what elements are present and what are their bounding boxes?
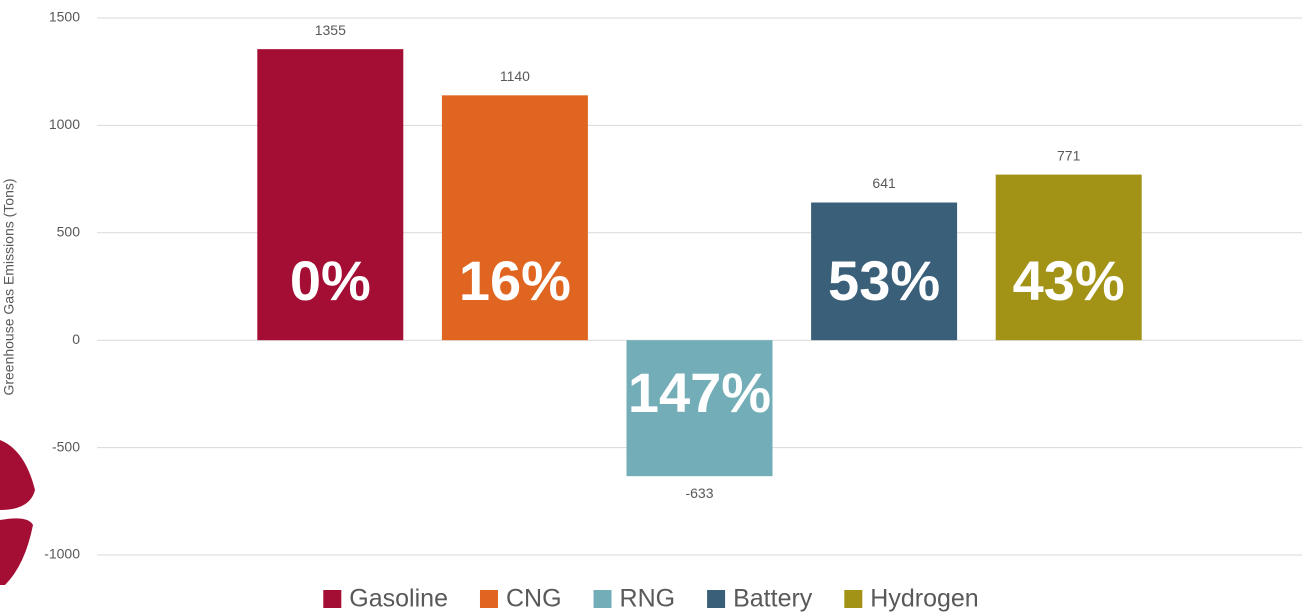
decoration <box>0 440 35 585</box>
y-tick-label: 1000 <box>49 116 80 132</box>
legend-swatch <box>323 590 342 608</box>
legend-swatch <box>707 590 726 608</box>
bar <box>995 174 1142 341</box>
legend-swatch <box>593 590 612 608</box>
y-axis-title: Greenhouse Gas Emissions (Tons) <box>1 178 17 395</box>
annotation: 16% <box>459 249 571 312</box>
data-label: 641 <box>872 175 896 191</box>
bar <box>257 49 404 341</box>
bar <box>626 340 773 477</box>
legend-label: Hydrogen <box>870 585 978 613</box>
y-tick-label: 500 <box>57 224 81 240</box>
data-label: -633 <box>685 485 713 501</box>
annotation: 43% <box>1013 249 1125 312</box>
y-tick-label: -500 <box>52 438 80 454</box>
bar <box>811 202 958 341</box>
legend-label: RNG <box>620 585 676 613</box>
legend-label: Battery <box>733 585 813 613</box>
legend-swatch <box>844 590 863 608</box>
legend-label: Gasoline <box>349 585 448 613</box>
data-label: 771 <box>1057 147 1081 163</box>
data-label: 1140 <box>500 68 530 84</box>
annotation: 53% <box>828 249 940 312</box>
annotation: 0% <box>290 249 371 312</box>
y-tick-label: 1500 <box>49 9 80 25</box>
bar <box>441 95 588 341</box>
y-tick-label: -1000 <box>44 546 80 562</box>
legend-label: CNG <box>506 585 562 613</box>
annotation: 147% <box>628 361 771 424</box>
legend-swatch <box>479 590 498 608</box>
data-label: 1355 <box>315 22 346 38</box>
y-tick-label: 0 <box>72 331 80 347</box>
